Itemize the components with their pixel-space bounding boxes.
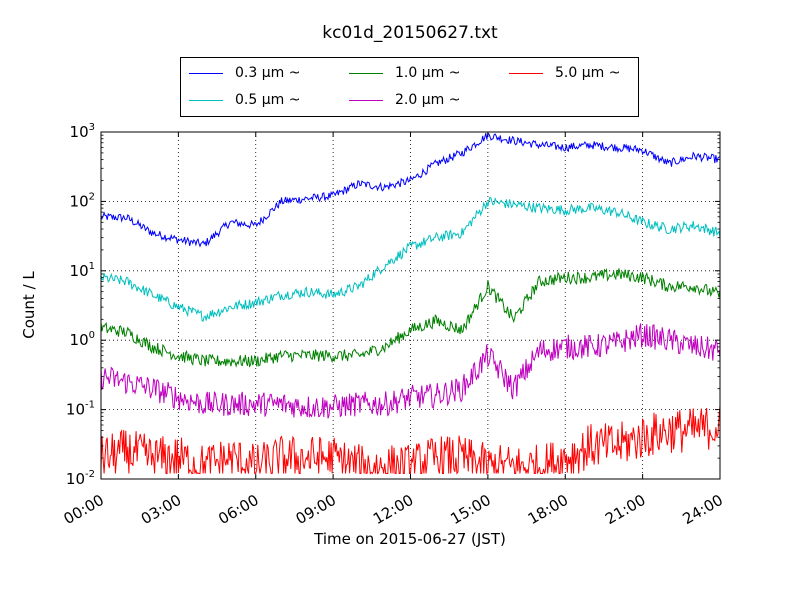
legend-item-2.0um: 2.0 μm ~ bbox=[349, 90, 460, 110]
legend-item-5.0um: 5.0 μm ~ bbox=[509, 63, 620, 83]
x-axis-label: Time on 2015-06-27 (JST) bbox=[313, 530, 506, 548]
legend-item-1.0um: 1.0 μm ~ bbox=[349, 63, 460, 83]
y-tick-labels: 10-2 10-1 100 101 102 103 bbox=[66, 122, 95, 488]
y-tick-label: 10-2 bbox=[66, 469, 95, 488]
series-line bbox=[101, 405, 720, 475]
legend-label: 1.0 μm ~ bbox=[395, 65, 461, 81]
y-tick-label: 10-1 bbox=[66, 400, 95, 419]
legend-label: 0.3 μm ~ bbox=[235, 65, 301, 81]
x-tick-label: 18:00 bbox=[525, 491, 571, 528]
series-lines bbox=[101, 132, 720, 475]
legend-item-0.3um: 0.3 μm ~ bbox=[189, 63, 300, 83]
legend-swatch bbox=[349, 99, 383, 101]
x-tick-label: 21:00 bbox=[602, 491, 648, 528]
y-tick-label: 102 bbox=[70, 191, 95, 210]
series-line bbox=[101, 196, 720, 322]
y-tick-label: 101 bbox=[70, 261, 95, 280]
axis-ticks bbox=[100, 131, 721, 480]
legend-item-0.5um: 0.5 μm ~ bbox=[189, 90, 300, 110]
y-tick-label: 100 bbox=[70, 330, 95, 349]
legend-swatch bbox=[349, 72, 383, 74]
legend-label: 0.5 μm ~ bbox=[235, 92, 301, 108]
x-tick-label: 06:00 bbox=[215, 491, 261, 528]
legend-swatch bbox=[509, 72, 543, 74]
legend-swatch bbox=[189, 99, 223, 101]
y-tick-label: 103 bbox=[70, 122, 95, 141]
legend-label: 5.0 μm ~ bbox=[555, 65, 621, 81]
grid bbox=[101, 132, 720, 479]
x-tick-label: 15:00 bbox=[447, 491, 493, 528]
x-tick-label: 03:00 bbox=[138, 491, 184, 528]
series-line bbox=[101, 267, 720, 368]
x-tick-label: 12:00 bbox=[370, 491, 416, 528]
y-axis-label: Count / L bbox=[20, 271, 38, 339]
x-tick-labels: 00:00 03:00 06:00 09:00 12:00 15:00 18:00 21:00… bbox=[61, 491, 726, 528]
series-line bbox=[101, 132, 720, 248]
chart-title: kc01d_20150627.txt bbox=[322, 23, 498, 43]
legend-label: 2.0 μm ~ bbox=[395, 92, 461, 108]
series-line bbox=[101, 323, 720, 419]
x-tick-label: 09:00 bbox=[293, 491, 339, 528]
x-tick-label: 24:00 bbox=[680, 491, 726, 528]
x-tick-label: 00:00 bbox=[61, 491, 107, 528]
legend: 0.3 μm ~ 1.0 μm ~ 5.0 μm ~ 0.5 μm ~ 2.0 … bbox=[180, 57, 639, 117]
legend-swatch bbox=[189, 72, 223, 74]
